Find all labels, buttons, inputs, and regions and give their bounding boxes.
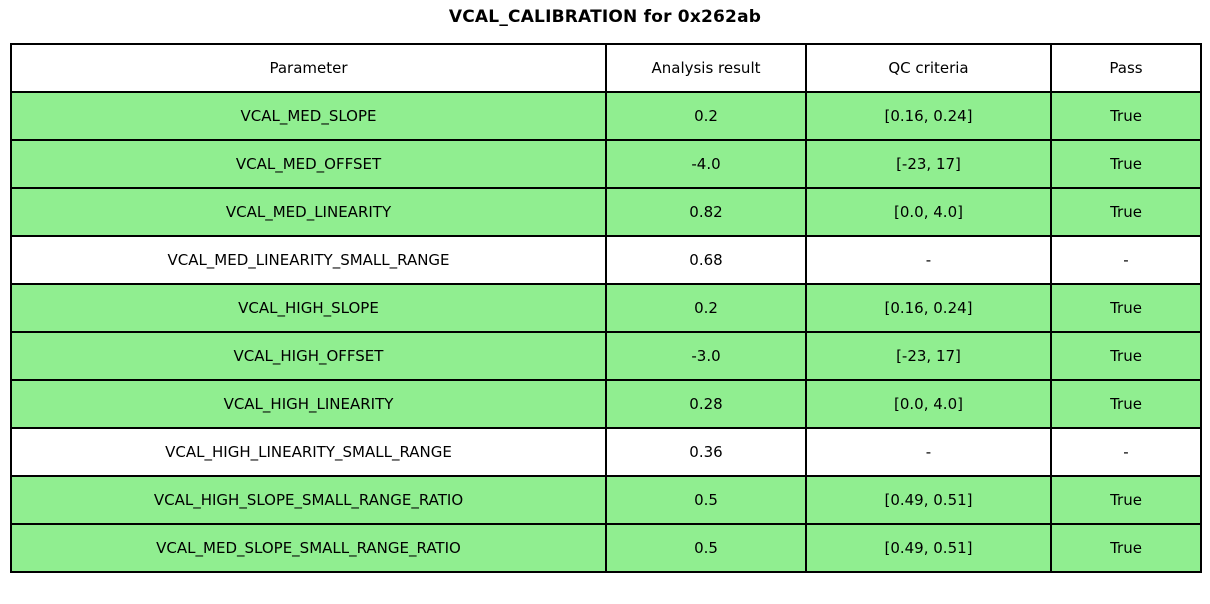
cell-analysis-result: -3.0	[605, 331, 807, 381]
cell-parameter: VCAL_MED_SLOPE	[10, 91, 607, 141]
cell-analysis-result: 0.68	[605, 235, 807, 285]
cell-pass: True	[1050, 139, 1202, 189]
header-row: Parameter Analysis result QC criteria Pa…	[10, 43, 1202, 93]
cell-pass: -	[1050, 427, 1202, 477]
table-row: VCAL_MED_SLOPE 0.2 [0.16, 0.24] True	[10, 91, 1202, 141]
cell-analysis-result: 0.2	[605, 91, 807, 141]
cell-qc-criteria: -	[805, 427, 1052, 477]
table-row: VCAL_HIGH_OFFSET -3.0 [-23, 17] True	[10, 331, 1202, 381]
col-header-analysis-result: Analysis result	[605, 43, 807, 93]
cell-analysis-result: 0.28	[605, 379, 807, 429]
table-row: VCAL_MED_LINEARITY 0.82 [0.0, 4.0] True	[10, 187, 1202, 237]
cell-parameter: VCAL_HIGH_SLOPE	[10, 283, 607, 333]
cell-pass: True	[1050, 283, 1202, 333]
table-row: VCAL_MED_OFFSET -4.0 [-23, 17] True	[10, 139, 1202, 189]
table-row: VCAL_HIGH_SLOPE 0.2 [0.16, 0.24] True	[10, 283, 1202, 333]
cell-qc-criteria: [0.0, 4.0]	[805, 379, 1052, 429]
cell-pass: -	[1050, 235, 1202, 285]
cell-pass: True	[1050, 379, 1202, 429]
col-header-parameter: Parameter	[10, 43, 607, 93]
cell-pass: True	[1050, 187, 1202, 237]
cell-qc-criteria: [-23, 17]	[805, 139, 1052, 189]
cell-pass: True	[1050, 523, 1202, 573]
cell-parameter: VCAL_HIGH_OFFSET	[10, 331, 607, 381]
table-row: VCAL_HIGH_SLOPE_SMALL_RANGE_RATIO 0.5 [0.4…	[10, 475, 1202, 525]
col-header-qc-criteria: QC criteria	[805, 43, 1052, 93]
cell-qc-criteria: [0.16, 0.24]	[805, 91, 1052, 141]
cell-qc-criteria: [-23, 17]	[805, 331, 1052, 381]
cell-parameter: VCAL_HIGH_SLOPE_SMALL_RANGE_RATIO	[10, 475, 607, 525]
chart-title: VCAL_CALIBRATION for 0x262ab	[448, 7, 762, 27]
cell-pass: True	[1050, 91, 1202, 141]
col-header-pass: Pass	[1050, 43, 1202, 93]
qc-results-table: Parameter Analysis result QC criteria Pa…	[10, 43, 1202, 573]
cell-analysis-result: -4.0	[605, 139, 807, 189]
table-row: VCAL_HIGH_LINEARITY 0.28 [0.0, 4.0] True	[10, 379, 1202, 429]
cell-analysis-result: 0.36	[605, 427, 807, 477]
cell-qc-criteria: [0.49, 0.51]	[805, 523, 1052, 573]
cell-parameter: VCAL_MED_LINEARITY	[10, 187, 607, 237]
cell-parameter: VCAL_MED_LINEARITY_SMALL_RANGE	[10, 235, 607, 285]
cell-analysis-result: 0.2	[605, 283, 807, 333]
cell-analysis-result: 0.82	[605, 187, 807, 237]
cell-analysis-result: 0.5	[605, 475, 807, 525]
cell-analysis-result: 0.5	[605, 523, 807, 573]
table-row: VCAL_MED_SLOPE_SMALL_RANGE_RATIO 0.5 [0.49…	[10, 523, 1202, 573]
cell-qc-criteria: -	[805, 235, 1052, 285]
table-row: VCAL_HIGH_LINEARITY_SMALL_RANGE 0.36- -	[10, 427, 1202, 477]
cell-qc-criteria: [0.16, 0.24]	[805, 283, 1052, 333]
table-row: VCAL_MED_LINEARITY_SMALL_RANGE 0.68- -	[10, 235, 1202, 285]
cell-parameter: VCAL_MED_OFFSET	[10, 139, 607, 189]
cell-parameter: VCAL_MED_SLOPE_SMALL_RANGE_RATIO	[10, 523, 607, 573]
cell-pass: True	[1050, 331, 1202, 381]
cell-pass: True	[1050, 475, 1202, 525]
cell-parameter: VCAL_HIGH_LINEARITY	[10, 379, 607, 429]
cell-qc-criteria: [0.0, 4.0]	[805, 187, 1052, 237]
cell-parameter: VCAL_HIGH_LINEARITY_SMALL_RANGE	[10, 427, 607, 477]
cell-qc-criteria: [0.49, 0.51]	[805, 475, 1052, 525]
